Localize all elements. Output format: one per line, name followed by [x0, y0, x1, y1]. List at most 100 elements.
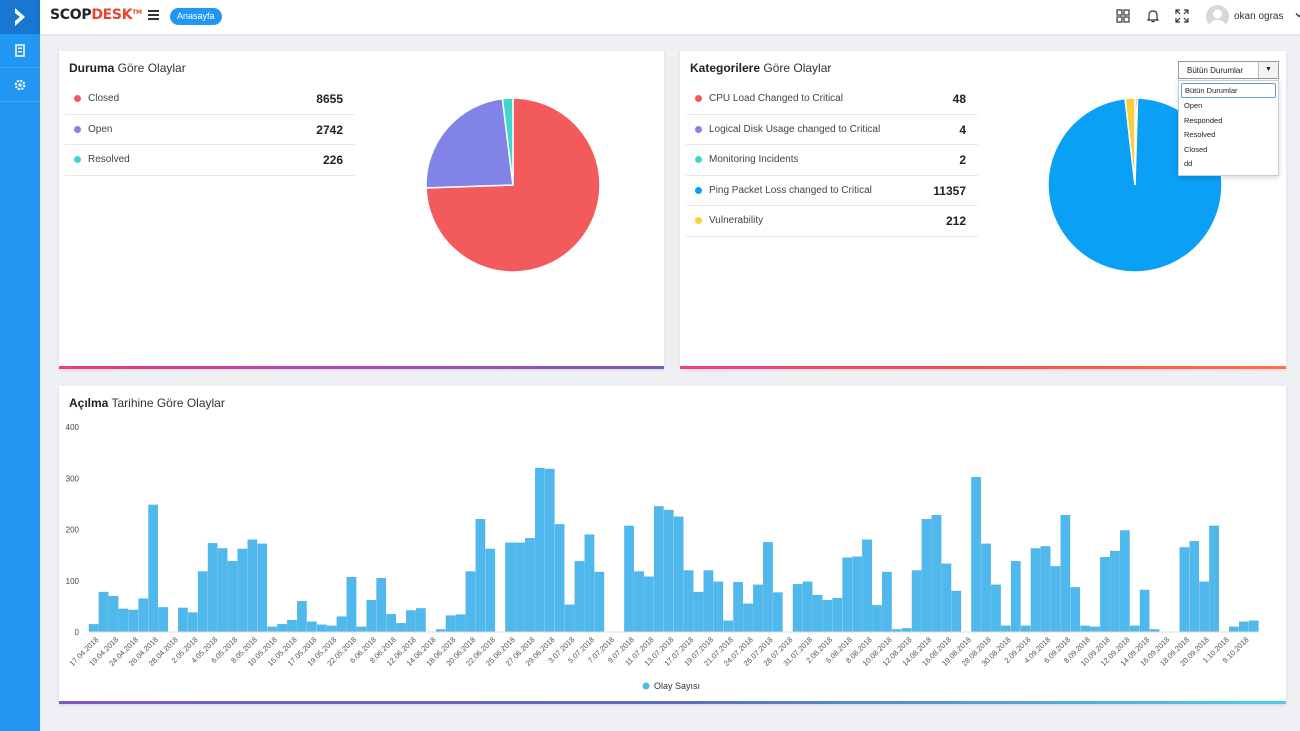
chart-bar[interactable] [1248, 620, 1259, 633]
chart-bar[interactable] [564, 604, 575, 633]
chart-bar[interactable] [713, 581, 724, 633]
chart-bar[interactable] [207, 543, 218, 633]
chart-bar[interactable] [901, 628, 912, 633]
chart-bar[interactable] [991, 584, 1001, 633]
chart-bar[interactable] [792, 584, 803, 633]
chart-bar[interactable] [525, 538, 535, 633]
chart-bar[interactable] [376, 578, 387, 633]
breadcrumb-home[interactable]: Anasayfa [170, 8, 222, 25]
chart-bar[interactable] [475, 519, 486, 633]
chart-bar[interactable] [1070, 587, 1081, 633]
chart-bar[interactable] [128, 609, 139, 633]
caret-down-icon[interactable]: ▼ [1258, 62, 1278, 78]
chart-bar[interactable] [1090, 626, 1100, 633]
chart-bar[interactable] [673, 516, 684, 633]
chart-bar[interactable] [356, 626, 367, 633]
chart-bar[interactable] [1010, 561, 1021, 633]
chart-bar[interactable] [386, 613, 396, 633]
chart-bar[interactable] [1060, 515, 1071, 633]
pie-slice-vulnerability[interactable] [1124, 97, 1136, 186]
chart-bar[interactable] [247, 539, 258, 633]
chart-bar[interactable] [911, 570, 922, 633]
chart-bar[interactable] [178, 607, 188, 633]
chart-bar[interactable] [832, 598, 843, 633]
chart-bar[interactable] [654, 506, 664, 633]
chart-bar[interactable] [753, 584, 763, 633]
chart-bar[interactable] [773, 592, 783, 633]
chart-bar[interactable] [187, 612, 198, 633]
chart-bar[interactable] [465, 571, 476, 633]
chart-bar[interactable] [743, 603, 753, 633]
chart-bar[interactable] [366, 600, 377, 633]
bell-icon[interactable] [1146, 9, 1160, 23]
chart-bar[interactable] [1179, 547, 1190, 633]
chart-bar[interactable] [842, 557, 853, 633]
grid-icon[interactable] [1116, 9, 1130, 23]
chart-bar[interactable] [306, 621, 317, 633]
pie-slice-open[interactable] [425, 97, 514, 189]
filter-option-dd[interactable]: dd [1184, 159, 1193, 169]
chart-bar[interactable] [574, 561, 585, 633]
chart-bar[interactable] [406, 610, 416, 633]
filter-option-closed[interactable]: Closed [1184, 144, 1208, 154]
chart-bar[interactable] [1100, 557, 1110, 633]
chart-bar[interactable] [138, 598, 149, 633]
chart-bar[interactable] [158, 607, 168, 633]
chart-bar[interactable] [1209, 525, 1219, 633]
chart-bar[interactable] [535, 467, 545, 633]
chart-bar[interactable] [1020, 625, 1031, 633]
brand-logo[interactable]: SCOPDESKTM [50, 7, 142, 23]
legend-dot[interactable] [642, 682, 650, 690]
chart-bar[interactable] [445, 615, 456, 633]
filter-option-all[interactable]: Bütün Durumlar [1181, 83, 1276, 98]
chart-bar[interactable] [703, 570, 714, 633]
avatar[interactable] [1206, 5, 1229, 28]
chart-bar[interactable] [644, 576, 654, 633]
chart-bar[interactable] [1229, 626, 1239, 633]
chart-bar[interactable] [683, 570, 694, 633]
chart-bar[interactable] [1129, 625, 1140, 633]
chart-bar[interactable] [277, 624, 287, 633]
chart-bar[interactable] [1110, 550, 1120, 633]
chart-bar[interactable] [594, 571, 605, 633]
chart-bar[interactable] [802, 581, 813, 633]
chart-bar[interactable] [733, 582, 743, 633]
chart-bar[interactable] [287, 620, 297, 633]
chart-bar[interactable] [1189, 541, 1200, 633]
sidebar-item-buildings[interactable] [0, 34, 40, 68]
chart-bar[interactable] [197, 571, 208, 633]
chart-bar[interactable] [88, 624, 99, 633]
chart-bar[interactable] [1001, 625, 1011, 633]
chart-bar[interactable] [485, 548, 496, 633]
chart-bar[interactable] [584, 534, 595, 633]
filter-option-open[interactable]: Open [1184, 101, 1203, 110]
status-filter-select[interactable]: Bütün Durumlar ▼ [1178, 61, 1279, 79]
chevron-down-icon[interactable] [1295, 11, 1300, 19]
chart-bar[interactable] [257, 543, 268, 633]
chart-bar[interactable] [297, 601, 307, 633]
menu-icon[interactable] [148, 10, 159, 20]
chart-bar[interactable] [723, 620, 734, 633]
sidebar-item-settings[interactable] [0, 68, 40, 102]
chart-bar[interactable] [951, 590, 962, 633]
chart-bar[interactable] [862, 539, 872, 633]
chart-bar[interactable] [1050, 566, 1061, 633]
chart-bar[interactable] [217, 548, 228, 633]
chart-bar[interactable] [941, 563, 952, 633]
chart-bar[interactable] [921, 519, 932, 633]
chart-bar[interactable] [326, 625, 337, 633]
chart-bar[interactable] [663, 509, 674, 633]
chart-bar[interactable] [1199, 581, 1209, 633]
chart-bar[interactable] [1030, 548, 1041, 633]
filter-option-responded[interactable]: Responded [1184, 115, 1223, 125]
chart-bar[interactable] [1080, 625, 1091, 633]
chart-bar[interactable] [148, 504, 158, 633]
chart-bar[interactable] [455, 614, 466, 633]
chart-bar[interactable] [227, 561, 238, 633]
chart-bar[interactable] [237, 548, 248, 633]
chart-bar[interactable] [822, 600, 833, 633]
fullscreen-icon[interactable] [1175, 9, 1189, 23]
chart-bar[interactable] [346, 577, 357, 633]
chart-bar[interactable] [98, 591, 109, 633]
chart-bar[interactable] [882, 571, 892, 633]
